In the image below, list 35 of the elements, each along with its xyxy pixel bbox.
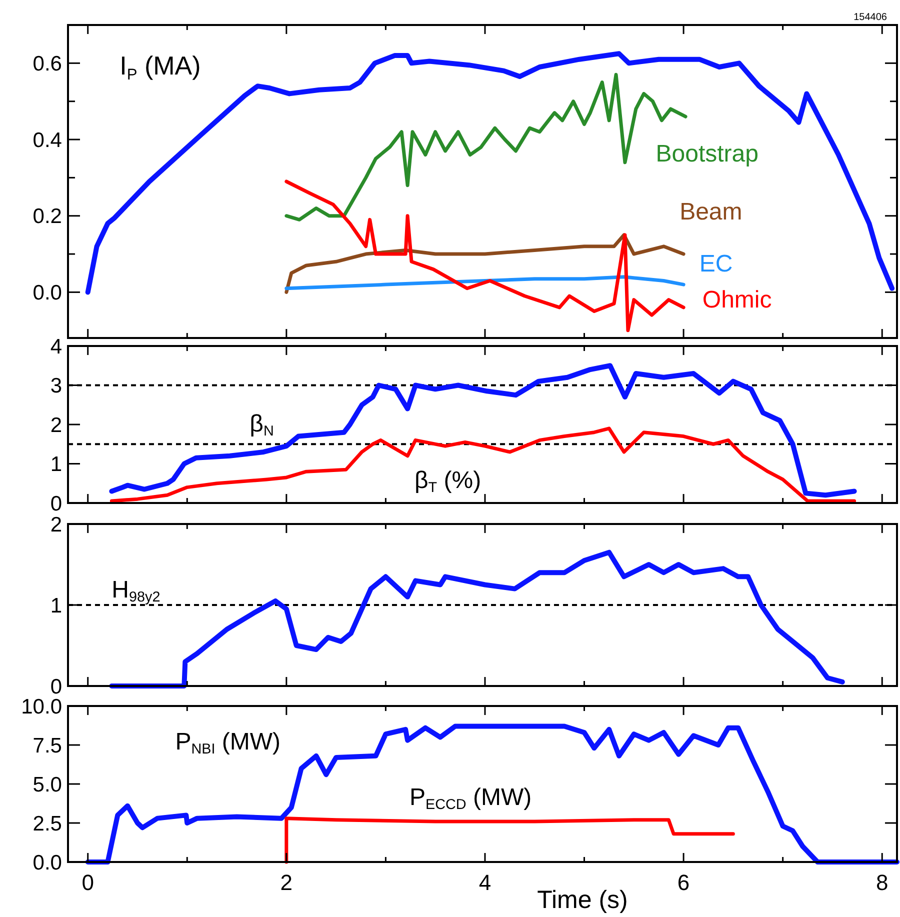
series-label: β$_{N}$ bbox=[250, 410, 274, 440]
y-tick-label: 3 bbox=[50, 374, 62, 398]
y-tick-label: 0.4 bbox=[32, 128, 62, 152]
y-tick-label: 4 bbox=[50, 335, 62, 358]
series-label: P$_{NBI}$ (MW) bbox=[175, 728, 281, 758]
y-tick-label: 0.6 bbox=[32, 52, 62, 76]
x-tick-label: 6 bbox=[677, 870, 690, 895]
y-tick-label: 2 bbox=[50, 513, 62, 536]
x-tick-label: 2 bbox=[280, 870, 293, 895]
y-tick-label: 5.0 bbox=[32, 773, 62, 796]
y-tick-label: 0 bbox=[50, 492, 62, 516]
text: H$_{98y2}$ bbox=[112, 576, 160, 606]
y-tick-label: 0.2 bbox=[32, 205, 62, 228]
y-tick-label: 0.0 bbox=[32, 282, 62, 305]
line-series bbox=[284, 816, 735, 864]
series-label: Beam bbox=[680, 198, 742, 226]
line-series bbox=[284, 275, 686, 290]
x-tick-label: 0 bbox=[82, 870, 94, 895]
text: 154406 bbox=[854, 12, 888, 23]
series-label: P$_{ECCD}$ (MW) bbox=[410, 784, 532, 814]
x-tick-label: 4 bbox=[478, 870, 492, 895]
x-axis-title: Time (s) bbox=[537, 886, 628, 914]
y-tick-label: 1 bbox=[50, 594, 62, 618]
y-tick-label: 0.0 bbox=[32, 851, 62, 874]
series-label: I$_{P}$ (MA) bbox=[120, 50, 201, 84]
series-label: EC bbox=[699, 250, 733, 278]
y-tick-label: 2 bbox=[50, 414, 62, 437]
line-series bbox=[284, 233, 686, 294]
y-tick-label: 2.5 bbox=[32, 812, 62, 836]
y-tick-label: 1 bbox=[50, 453, 62, 476]
y-tick-label: 7.5 bbox=[32, 734, 62, 758]
series-label: Ohmic bbox=[702, 286, 772, 314]
x-tick-label: 8 bbox=[876, 870, 888, 895]
series-label: Bootstrap bbox=[656, 140, 758, 168]
series-label: β$_{T}$ (%) bbox=[414, 467, 482, 496]
